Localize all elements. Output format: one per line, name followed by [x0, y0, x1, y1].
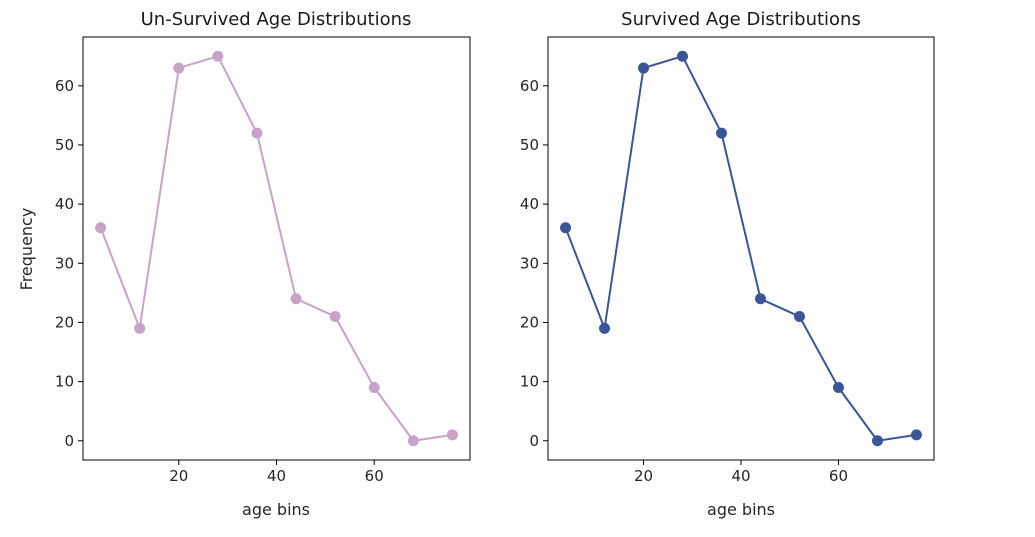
y-tick-label: 40	[55, 195, 74, 213]
plot-area: 20 40 60 0 10 20 30 40 50 60	[520, 50, 922, 485]
data-point	[251, 127, 263, 139]
data-point	[290, 293, 302, 305]
y-tick-label: 0	[64, 432, 74, 450]
data-point	[173, 62, 185, 74]
data-point	[407, 435, 419, 447]
y-axis-label: Frequency	[17, 208, 36, 291]
x-tick-label: 60	[829, 467, 848, 485]
data-point	[212, 50, 224, 62]
chart-title: Un-Survived Age Distributions	[141, 9, 412, 30]
y-tick-label: 10	[520, 373, 539, 391]
data-point	[638, 62, 650, 74]
y-tick-label: 60	[55, 77, 74, 95]
data-point	[677, 50, 689, 62]
x-tick-label: 20	[169, 467, 188, 485]
data-point	[754, 293, 766, 305]
x-tick-label: 60	[365, 467, 384, 485]
data-point	[134, 322, 146, 334]
series-line	[99, 55, 453, 442]
data-point	[446, 429, 458, 441]
x-tick-label: 40	[267, 467, 286, 485]
chart-un-survived: Un-Survived Age Distributions 20 40 600102…	[17, 9, 471, 519]
data-point	[95, 222, 107, 234]
y-tick-label: 30	[55, 254, 74, 272]
series-line	[564, 55, 917, 442]
y-tick-label: 20	[520, 313, 539, 331]
data-point	[560, 222, 572, 234]
data-point	[871, 435, 883, 447]
data-point	[793, 311, 805, 323]
y-tick-label: 0	[529, 432, 539, 450]
plot-frame	[82, 36, 471, 461]
data-point	[368, 382, 380, 394]
data-point	[910, 429, 922, 441]
y-tick-label: 50	[520, 136, 539, 154]
y-tick-label: 60	[520, 77, 539, 95]
y-tick-label: 30	[520, 254, 539, 272]
data-point	[832, 382, 844, 394]
data-point	[329, 311, 341, 323]
plot-frame	[547, 36, 935, 461]
x-tick-label: 20	[634, 467, 653, 485]
y-tick-label: 10	[55, 373, 74, 391]
plot-area: 20 40 60 0 10 20 30 40 50 60	[55, 50, 458, 485]
x-axis-label: age bins	[242, 500, 310, 519]
chart-survived: Survived Age Distributions 20 40 60 0 10 20 30…	[520, 9, 935, 519]
y-tick-label: 40	[520, 195, 539, 213]
x-tick-label: 40	[731, 467, 750, 485]
chart-title: Survived Age Distributions	[621, 9, 861, 30]
data-point	[716, 127, 728, 139]
y-tick-label: 50	[55, 136, 74, 154]
y-tick-label: 20	[55, 313, 74, 331]
x-axis-label: age bins	[707, 500, 775, 519]
data-point	[599, 322, 611, 334]
